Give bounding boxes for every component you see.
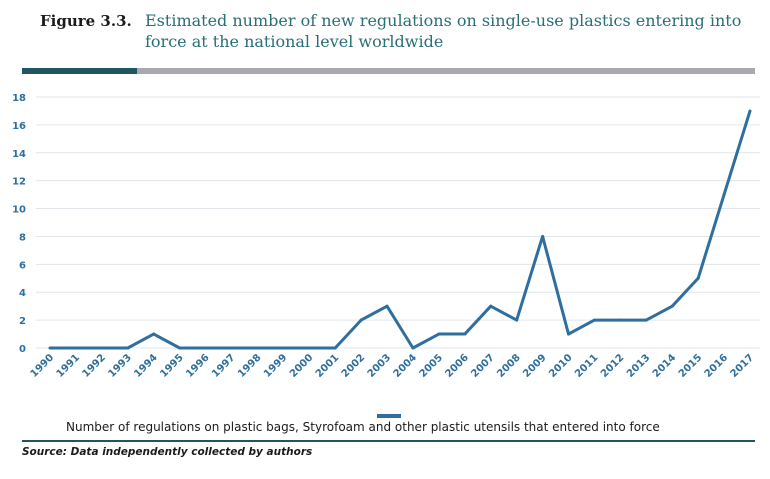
y-tick-label: 10	[12, 205, 26, 216]
series-line-path	[50, 110, 752, 350]
x-tick-label: 1995	[158, 352, 185, 379]
x-tick-label: 1997	[210, 352, 237, 379]
figure-title: Estimated number of new regulations on s…	[145, 11, 742, 51]
gridlines	[36, 96, 760, 349]
data-point	[541, 234, 545, 238]
y-tick-label: 0	[19, 344, 26, 355]
data-point	[411, 346, 415, 350]
x-tick-label: 2004	[392, 352, 419, 379]
data-point	[515, 318, 519, 322]
x-tick-label: 2000	[288, 352, 315, 379]
x-tick-label: 1999	[262, 352, 289, 379]
y-tick-label: 8	[19, 232, 26, 243]
data-point	[722, 193, 726, 197]
data-point	[255, 346, 259, 350]
x-tick-label: 2001	[314, 352, 341, 379]
x-tick-label: 2012	[599, 352, 626, 379]
x-tick-label: 2002	[340, 352, 367, 379]
x-tick-label: 2017	[729, 352, 756, 379]
data-point	[204, 346, 208, 350]
source-note: Source: Data independently collected by …	[22, 446, 313, 458]
data-point	[567, 332, 571, 336]
data-point	[359, 318, 363, 322]
data-point	[489, 304, 493, 308]
x-tick-label: 2007	[469, 352, 496, 379]
data-point	[696, 276, 700, 280]
data-point	[592, 318, 596, 322]
x-tick-label: 2010	[547, 352, 574, 379]
x-tick-label: 1990	[29, 352, 56, 379]
data-point	[670, 304, 674, 308]
data-point	[437, 332, 441, 336]
x-tick-label: 2013	[625, 352, 652, 379]
data-point	[748, 109, 752, 113]
data-point	[644, 318, 648, 322]
data-point	[385, 304, 389, 308]
data-point	[229, 346, 233, 350]
data-point	[333, 346, 337, 350]
legend-label: Number of regulations on plastic bags, S…	[66, 420, 660, 434]
x-tick-label: 1993	[106, 352, 133, 379]
x-tick-label: 2009	[521, 352, 548, 379]
x-axis-tick-labels: 1990199119921993199419951996199719981999…	[29, 352, 756, 379]
y-tick-label: 4	[19, 288, 26, 299]
data-point	[48, 346, 52, 350]
x-tick-label: 2014	[651, 352, 678, 379]
data-point	[281, 346, 285, 350]
data-point	[178, 346, 182, 350]
title-rule	[137, 68, 755, 74]
bottom-rule	[22, 440, 755, 442]
x-tick-label: 1992	[81, 352, 108, 379]
data-point	[618, 318, 622, 322]
x-tick-label: 2015	[677, 352, 704, 379]
y-axis-tick-labels: 0 2 4 6 8 10 12 14 16 18	[12, 93, 26, 355]
series-line	[48, 109, 752, 350]
x-tick-label: 2016	[703, 352, 730, 379]
data-point	[126, 346, 130, 350]
data-point	[152, 332, 156, 336]
y-tick-label: 14	[12, 149, 26, 160]
data-point	[463, 332, 467, 336]
y-tick-label: 16	[12, 121, 26, 132]
data-point	[307, 346, 311, 350]
y-tick-label: 6	[19, 260, 26, 271]
x-tick-label: 1994	[132, 352, 159, 379]
line-chart: 0 2 4 6 8 10 12 14 16 18 199019911992199319941995…	[12, 93, 760, 380]
x-tick-label: 2011	[573, 352, 600, 379]
x-tick-label: 2005	[418, 352, 445, 379]
y-tick-label: 18	[12, 93, 26, 104]
y-tick-label: 12	[12, 177, 26, 188]
legend-swatch	[377, 414, 401, 418]
figure-label: Figure 3.3.	[40, 12, 132, 30]
x-tick-label: 2008	[495, 352, 522, 379]
title-rule-accent	[22, 68, 137, 74]
data-point	[74, 346, 78, 350]
y-tick-label: 2	[19, 316, 26, 327]
x-tick-label: 2006	[443, 352, 470, 379]
x-tick-label: 1996	[184, 352, 211, 379]
x-tick-label: 2003	[366, 352, 393, 379]
data-point	[100, 346, 104, 350]
x-tick-label: 1991	[55, 352, 82, 379]
x-tick-label: 1998	[236, 352, 263, 379]
